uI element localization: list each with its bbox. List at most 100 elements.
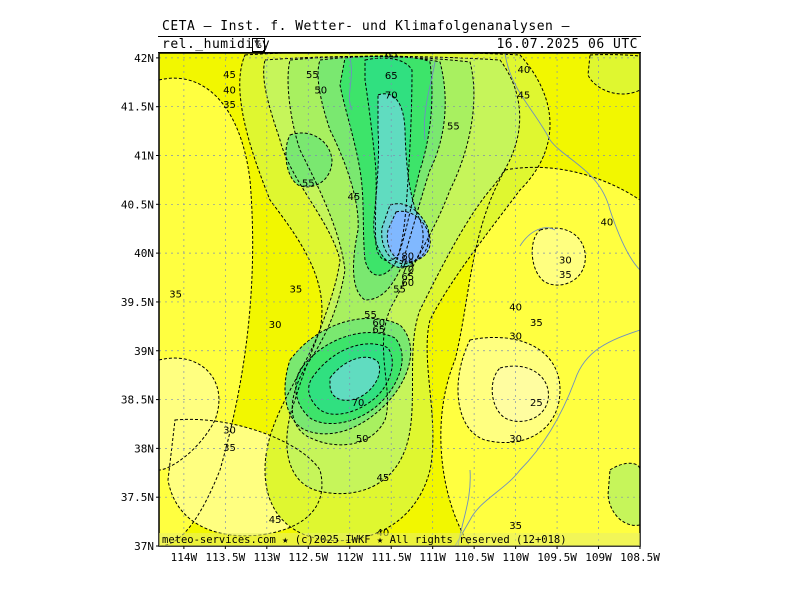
lon-tick-label: 113.5W: [205, 551, 245, 564]
lat-tick-label: 42N: [134, 52, 154, 65]
isoline: [308, 343, 393, 415]
contour-label: 35: [289, 285, 302, 296]
lat-tick-label: 38.5N: [121, 394, 154, 407]
lon-tick-label: 114W: [171, 551, 198, 564]
border-river-line: [423, 61, 436, 141]
contour-label: 35: [169, 290, 182, 301]
isoline: [317, 55, 446, 301]
isoline: [159, 357, 220, 471]
moist-south-70: [330, 357, 380, 401]
isoline: [287, 55, 475, 446]
contour-label: 65: [385, 71, 398, 82]
border-river-line: [454, 329, 640, 546]
header-rule-top: [158, 36, 641, 37]
contour-label: 70: [385, 90, 398, 101]
lat-tick-label: 39N: [134, 345, 154, 358]
subheader: rel._humidity % 16.07.2025 06 UTC: [158, 37, 640, 52]
lon-tick-label: 112.5W: [288, 551, 328, 564]
lon-tick-label: 110W: [502, 551, 529, 564]
contour-label: 30: [223, 425, 236, 436]
contour-label: 35: [530, 318, 543, 329]
isoline: [607, 462, 640, 526]
border-river-line: [504, 53, 640, 271]
contour-label: 55: [306, 70, 319, 81]
lat-tick-label: 40N: [134, 247, 154, 260]
contour-label: 35: [509, 521, 522, 532]
contour-label: 45: [518, 90, 531, 101]
contour-label: 40: [223, 86, 236, 97]
isoline: [373, 93, 424, 269]
isoline: [167, 418, 323, 537]
lon-tick-label: 109.5W: [537, 551, 577, 564]
isoline: [587, 54, 640, 95]
contour-label: 70: [352, 398, 365, 409]
isoline: [386, 210, 431, 263]
unit-box: %: [252, 38, 265, 52]
contour-label: 40: [509, 302, 522, 313]
valid-time: 16.07.2025 06 UTC: [496, 37, 638, 52]
lat-tick-label: 41.5N: [121, 101, 154, 114]
border-river-line: [519, 227, 556, 247]
isoline: [457, 336, 561, 444]
isoline: [364, 57, 413, 262]
contour-label: 30: [509, 434, 522, 445]
copyright-footer: meteo-services.com ★ (c)2025 IWKF ★ All …: [162, 534, 567, 546]
dry-core-east: [492, 366, 549, 422]
moist-cell-se: [608, 463, 640, 526]
contour-label: 45: [223, 70, 236, 81]
contour-label: 30: [269, 320, 282, 331]
lon-tick-label: 109W: [585, 551, 612, 564]
contour-label: 45: [377, 473, 390, 484]
contour-label: 35: [223, 443, 236, 454]
footer-background: [159, 533, 640, 546]
contour-label: 50: [356, 434, 369, 445]
contour-label: 45: [348, 192, 361, 203]
moist-core: [387, 211, 431, 262]
isoline: [381, 203, 430, 265]
contour-label: 40: [600, 217, 613, 228]
contour-label: 40: [518, 65, 531, 76]
lon-tick-label: 112W: [336, 551, 363, 564]
contour-label: 55: [393, 285, 406, 296]
lat-tick-label: 41N: [134, 150, 154, 163]
contour-label: 30: [509, 332, 522, 343]
contour-label: 75: [401, 258, 414, 269]
isoline: [329, 356, 380, 401]
contour-label: 30: [559, 255, 572, 266]
lon-tick-label: 110.5W: [454, 551, 494, 564]
contour-label: 55: [447, 122, 460, 133]
contour-label: 70: [401, 265, 414, 276]
isoline: [285, 132, 333, 188]
contour-label: 80: [401, 252, 414, 263]
moist-cell-41n: [285, 132, 332, 187]
lon-tick-label: 111W: [419, 551, 446, 564]
chart-title: CETA — Inst. f. Wetter- und Klimafolgena…: [162, 19, 571, 34]
isoline: [263, 55, 521, 495]
dry-zone-northeast: [532, 228, 586, 286]
lon-tick-label: 108.5W: [620, 551, 660, 564]
contour-label: 60: [372, 318, 385, 329]
contour-label: 60: [401, 278, 414, 289]
lon-tick-label: 111.5W: [371, 551, 411, 564]
contour-label: 55: [302, 178, 315, 189]
contour-label: 25: [530, 398, 543, 409]
map-frame: [158, 52, 641, 547]
contour-label: 50: [314, 86, 327, 97]
contour-label: 65: [372, 325, 385, 336]
lat-tick-label: 38N: [134, 442, 154, 455]
isoline: [239, 53, 551, 542]
contour-label: 65: [385, 49, 398, 60]
contour-label: 45: [269, 515, 282, 526]
lat-tick-label: 37N: [134, 540, 154, 553]
border-river-line: [348, 57, 353, 111]
moist-cell-109w: [588, 54, 640, 95]
contour-label: 55: [364, 310, 377, 321]
isoline: [531, 227, 586, 286]
isoline: [295, 332, 403, 425]
lon-tick-label: 113W: [254, 551, 281, 564]
contour-label: 65: [401, 272, 414, 283]
isoline: [440, 166, 640, 546]
isoline: [159, 77, 254, 546]
